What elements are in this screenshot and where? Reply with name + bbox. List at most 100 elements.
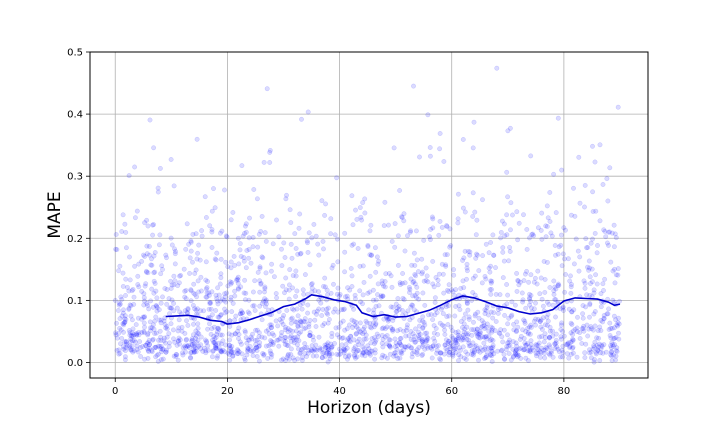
scatter-point: [147, 328, 153, 334]
scatter-point: [392, 244, 398, 250]
scatter-point: [283, 358, 288, 363]
scatter-point: [464, 301, 470, 307]
scatter-point: [380, 325, 386, 331]
scatter-point: [173, 353, 179, 359]
scatter-point: [369, 252, 375, 258]
scatter-point: [502, 356, 508, 362]
scatter-point: [336, 293, 342, 299]
scatter-point: [592, 309, 598, 314]
scatter-point: [311, 309, 317, 315]
scatter-point: [458, 319, 464, 324]
scatter-point: [292, 357, 298, 363]
scatter-point: [246, 235, 252, 241]
scatter-point: [597, 324, 603, 330]
scatter-point: [202, 337, 208, 343]
y-tick-label: 0.5: [67, 48, 83, 59]
scatter-point: [514, 328, 520, 334]
scatter-point: [335, 259, 341, 265]
scatter-point: [373, 303, 379, 309]
scatter-point: [176, 335, 182, 341]
scatter-point: [391, 145, 397, 151]
scatter-point: [552, 345, 558, 351]
scatter-point: [267, 160, 273, 165]
scatter-point: [324, 350, 330, 356]
scatter-point: [288, 241, 294, 247]
scatter-point: [154, 304, 160, 310]
scatter-point: [301, 291, 307, 297]
scatter-point: [446, 349, 452, 355]
scatter-point: [311, 337, 316, 343]
scatter-point: [355, 246, 361, 251]
scatter-point: [521, 347, 527, 353]
scatter-point: [344, 293, 350, 299]
scatter-point: [334, 332, 340, 338]
scatter-point: [213, 345, 218, 350]
scatter-point: [118, 341, 123, 347]
scatter-point: [201, 308, 207, 314]
scatter-point: [180, 352, 186, 358]
scatter-point: [246, 311, 252, 316]
scatter-point: [362, 210, 368, 216]
scatter-point: [283, 196, 289, 202]
scatter-point: [601, 227, 607, 233]
scatter-point: [589, 279, 595, 285]
scatter-point: [521, 335, 527, 341]
scatter-point: [366, 350, 371, 356]
scatter-point: [326, 351, 332, 357]
scatter-point: [268, 268, 274, 274]
scatter-point: [122, 339, 128, 345]
scatter-point: [190, 337, 195, 343]
scatter-point: [534, 353, 539, 359]
scatter-point: [152, 345, 158, 351]
scatter-point: [448, 243, 454, 249]
scatter-point: [278, 357, 284, 363]
scatter-point: [373, 269, 379, 275]
scatter-point: [574, 325, 580, 331]
scatter-point: [559, 320, 565, 326]
scatter-point: [225, 264, 231, 270]
scatter-point: [236, 325, 242, 331]
scatter-point: [334, 351, 340, 357]
rolling-mean-path: [165, 293, 621, 325]
scatter-point: [416, 335, 422, 341]
scatter-point: [498, 235, 504, 241]
scatter-point: [539, 345, 545, 351]
scatter-point: [394, 305, 400, 311]
scatter-point: [321, 246, 326, 252]
scatter-point: [389, 327, 395, 333]
scatter-point: [495, 348, 501, 354]
scatter-point: [593, 351, 599, 357]
scatter-point: [341, 348, 347, 354]
scatter-point: [248, 260, 254, 266]
scatter-point: [572, 213, 578, 219]
scatter-point: [523, 355, 529, 361]
scatter-point: [310, 334, 316, 340]
scatter-point: [324, 349, 330, 355]
scatter-point: [150, 322, 156, 328]
scatter-point: [367, 273, 373, 279]
scatter-point: [352, 322, 358, 328]
scatter-point: [176, 325, 182, 331]
scatter-point: [180, 350, 185, 356]
scatter-point: [464, 261, 470, 267]
scatter-point: [439, 261, 445, 267]
scatter-point: [523, 342, 529, 348]
scatter-point: [537, 319, 543, 324]
scatter-point: [245, 347, 251, 353]
scatter-point: [378, 294, 384, 300]
scatter-point: [164, 287, 170, 292]
scatter-point: [344, 326, 350, 332]
scatter-point: [286, 296, 292, 302]
scatter-point: [202, 194, 208, 200]
scatter-point: [245, 345, 251, 351]
scatter-point: [513, 347, 519, 353]
scatter-point: [298, 319, 304, 325]
scatter-point: [531, 279, 537, 285]
scatter-point: [525, 330, 531, 335]
scatter-point: [342, 230, 348, 236]
scatter-point: [158, 317, 164, 323]
scatter-point: [453, 336, 459, 342]
scatter-point: [374, 254, 380, 260]
scatter-point: [302, 316, 308, 322]
scatter-point: [598, 317, 604, 323]
